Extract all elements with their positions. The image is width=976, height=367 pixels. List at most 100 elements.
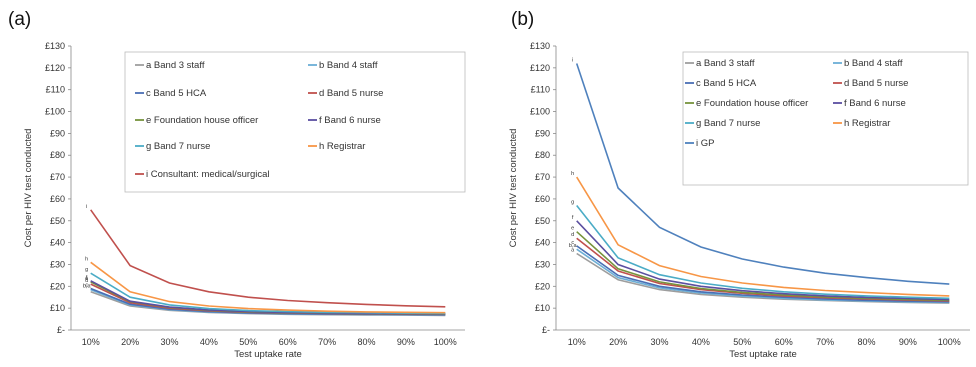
x-tick-label: 80% xyxy=(357,337,375,347)
x-tick-label: 70% xyxy=(318,337,336,347)
y-tick-label: £130 xyxy=(530,41,550,51)
series-end-label: e xyxy=(571,226,574,232)
y-tick-label: £100 xyxy=(45,107,65,117)
y-tick-label: £70 xyxy=(50,172,65,182)
x-tick-label: 10% xyxy=(568,337,586,347)
y-tick-label: £10 xyxy=(535,303,550,313)
series-line-i xyxy=(90,209,446,308)
series-end-label: g xyxy=(85,267,88,273)
y-axis-title: Cost per HIV test conducted xyxy=(508,129,519,248)
series-end-label: h xyxy=(85,256,88,262)
y-tick-label: £130 xyxy=(45,41,65,51)
chart-panel-b: (b) £- £10 £20 £30 £40 £50 £60 £70 £80 £90 £100 £110… xyxy=(508,9,970,360)
series-end-label: f xyxy=(86,275,88,281)
legend-box xyxy=(124,51,466,193)
y-tick-label: £110 xyxy=(46,85,65,95)
y-tick-label: £120 xyxy=(45,63,65,73)
y-tick-label: £- xyxy=(542,325,550,335)
chart-panel-a: (a) £- £10 £20 £30 £40 £50 £60 £70 £80 £90 £100 £110… xyxy=(8,9,466,360)
series-end-label: i xyxy=(86,204,87,210)
x-tick-label: 30% xyxy=(160,337,178,347)
legend-entry: i GP xyxy=(696,138,714,149)
x-tick-label: 60% xyxy=(279,337,297,347)
y-tick-label: £120 xyxy=(530,63,550,73)
y-tick-label: £90 xyxy=(50,128,65,138)
series-end-label: c xyxy=(85,282,88,288)
x-tick-label: 100% xyxy=(434,337,457,347)
y-tick-label: £60 xyxy=(50,194,65,204)
series-end-label: g xyxy=(571,199,574,205)
legend-entry: h Registrar xyxy=(319,141,365,152)
y-tick-label: £40 xyxy=(50,238,65,248)
series-end-label: i xyxy=(572,57,573,63)
series-line-h xyxy=(90,261,446,314)
legend-entry: b Band 4 staff xyxy=(844,58,903,69)
y-tick-label: £50 xyxy=(50,216,65,226)
legend-entry: a Band 3 staff xyxy=(146,60,205,71)
y-tick-label: £20 xyxy=(50,281,65,291)
y-tick-label: £80 xyxy=(535,150,550,160)
x-tick-label: 20% xyxy=(609,337,627,347)
y-tick-label: £60 xyxy=(535,194,550,204)
x-tick-label: 90% xyxy=(397,337,415,347)
series-line-g xyxy=(90,272,446,315)
legend-entry: e Foundation house officer xyxy=(696,98,808,109)
y-tick-label: £20 xyxy=(535,281,550,291)
y-tick-label: £10 xyxy=(50,303,65,313)
series-line-i xyxy=(575,63,950,285)
x-tick-label: 50% xyxy=(239,337,257,347)
series-end-label: e xyxy=(85,276,88,282)
series-line-c xyxy=(576,245,950,303)
y-axis-title: Cost per HIV test conducted xyxy=(23,129,34,248)
y-tick-label: £50 xyxy=(535,216,550,226)
series-line-e xyxy=(576,231,950,302)
legend-entry: d Band 5 nurse xyxy=(319,88,383,99)
series-end-label: c xyxy=(571,240,574,246)
y-tick-label: £90 xyxy=(535,128,550,138)
legend-entry: i Consultant: medical/surgical xyxy=(146,169,270,180)
y-tick-label: £100 xyxy=(530,107,550,117)
y-tick-label: £70 xyxy=(535,172,550,182)
legend-box xyxy=(682,51,969,186)
y-tick-label: £40 xyxy=(535,238,550,248)
x-tick-label: 100% xyxy=(938,337,961,347)
y-tick-label: £30 xyxy=(50,259,65,269)
series-end-label: d xyxy=(85,278,88,284)
series-end-label: h xyxy=(571,171,574,177)
legend-entry: g Band 7 nurse xyxy=(696,118,760,129)
x-axis-title: Test uptake rate xyxy=(729,349,797,360)
series-end-label: a xyxy=(571,248,575,254)
series-line-h xyxy=(576,176,950,297)
legend-entry: e Foundation house officer xyxy=(146,115,258,126)
legend-entry: f Band 6 nurse xyxy=(319,115,381,126)
x-tick-label: 40% xyxy=(692,337,710,347)
legend-entry: a Band 3 staff xyxy=(696,58,755,69)
series-line-g xyxy=(576,205,950,300)
y-tick-label: £80 xyxy=(50,150,65,160)
series-end-label: f xyxy=(572,215,574,221)
series-end-label: b,a xyxy=(83,284,92,290)
y-tick-label: £30 xyxy=(535,259,550,269)
legend-entry: d Band 5 nurse xyxy=(844,78,908,89)
x-tick-label: 80% xyxy=(857,337,875,347)
x-tick-label: 40% xyxy=(200,337,218,347)
x-tick-label: 10% xyxy=(82,337,100,347)
legend-entry: c Band 5 HCA xyxy=(696,78,757,89)
panel-label: (b) xyxy=(511,9,534,30)
legend-entry: g Band 7 nurse xyxy=(146,141,210,152)
x-tick-label: 70% xyxy=(816,337,834,347)
x-tick-label: 60% xyxy=(775,337,793,347)
series-end-label: d xyxy=(571,232,574,238)
legend-entry: h Registrar xyxy=(844,118,890,129)
y-tick-label: £- xyxy=(57,325,65,335)
series-line-f xyxy=(576,220,950,301)
x-tick-label: 20% xyxy=(121,337,139,347)
series-end-label: b,a xyxy=(569,243,578,249)
panel-label: (a) xyxy=(8,9,31,30)
x-tick-label: 30% xyxy=(650,337,668,347)
legend-entry: b Band 4 staff xyxy=(319,60,378,71)
legend-entry: f Band 6 nurse xyxy=(844,98,906,109)
y-tick-label: £110 xyxy=(531,85,550,95)
x-tick-label: 50% xyxy=(733,337,751,347)
